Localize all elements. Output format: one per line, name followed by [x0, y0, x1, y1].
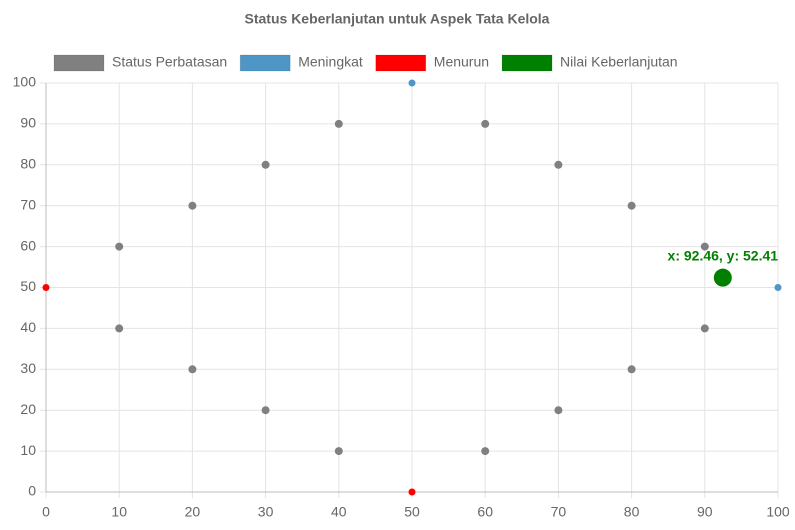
y-tick-label: 20 [20, 401, 36, 417]
point [115, 242, 124, 251]
y-tick-label: 100 [13, 74, 37, 90]
point [554, 406, 563, 415]
legend-swatch [375, 54, 427, 72]
x-tick-label: 30 [258, 504, 274, 520]
point [261, 160, 270, 169]
point [334, 119, 343, 128]
point [408, 488, 416, 496]
x-tick-label: 60 [477, 504, 493, 520]
x-tick-label: 40 [331, 504, 347, 520]
chart-title: Status Keberlanjutan untuk Aspek Tata Ke… [245, 11, 550, 27]
point [774, 284, 782, 291]
point [481, 119, 490, 128]
x-tick-label: 20 [185, 504, 201, 520]
point [334, 447, 343, 456]
legend-swatch [53, 54, 105, 72]
y-tick-label: 0 [28, 483, 36, 499]
y-tick-label: 50 [20, 278, 36, 294]
x-tick-label: 70 [551, 504, 567, 520]
point [700, 324, 709, 333]
legend-label: Status Perbatasan [112, 54, 227, 70]
point [188, 365, 197, 374]
y-tick-label: 60 [20, 237, 36, 253]
x-tick-label: 10 [111, 504, 127, 520]
point [554, 160, 563, 169]
y-tick-label: 70 [20, 196, 36, 212]
point [713, 268, 732, 287]
legend-label: Menurun [434, 54, 489, 70]
point [188, 201, 197, 210]
point [627, 365, 636, 374]
data-label: x: 92.46, y: 52.41 [668, 247, 779, 263]
point [627, 201, 636, 210]
point [115, 324, 124, 333]
x-tick-label: 0 [42, 504, 50, 520]
legend-label: Nilai Keberlanjutan [560, 54, 678, 70]
x-tick-label: 50 [404, 504, 420, 520]
legend-swatch [239, 54, 291, 72]
point [408, 79, 416, 87]
point [481, 447, 490, 456]
point [42, 284, 50, 291]
legend-swatch [501, 54, 553, 72]
y-tick-label: 30 [20, 360, 36, 376]
x-tick-label: 100 [766, 504, 790, 520]
point [261, 406, 270, 415]
x-tick-label: 80 [624, 504, 640, 520]
y-tick-label: 80 [20, 156, 36, 172]
y-tick-label: 90 [20, 115, 36, 131]
point [700, 242, 709, 251]
legend-label: Meningkat [298, 54, 363, 70]
y-tick-label: 10 [20, 442, 36, 458]
y-tick-label: 40 [20, 319, 36, 335]
x-tick-label: 90 [697, 504, 713, 520]
